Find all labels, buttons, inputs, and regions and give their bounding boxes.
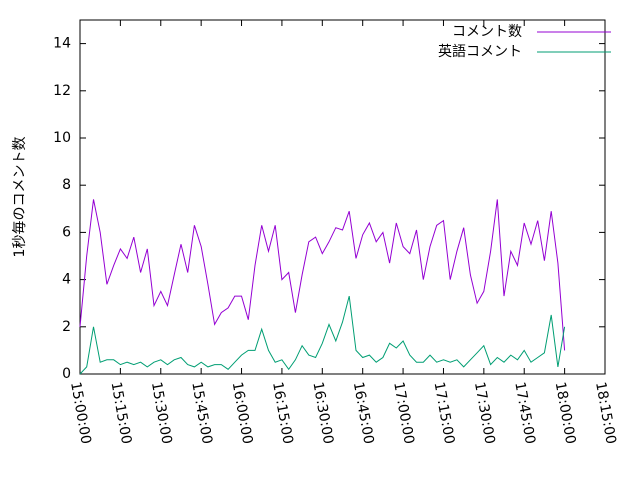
legend-label: 英語コメント [438, 43, 522, 60]
x-tick-label: 16:30:00 [309, 381, 336, 446]
y-tick-label: 0 [62, 366, 71, 382]
y-tick-label: 6 [62, 224, 71, 240]
x-tick-label: 15:00:00 [67, 381, 94, 446]
y-tick-label: 4 [62, 272, 71, 288]
x-tick-label: 16:00:00 [229, 381, 256, 446]
y-tick-label: 10 [53, 130, 71, 146]
x-tick-label: 17:00:00 [390, 381, 417, 446]
series-line [79, 199, 566, 351]
y-axis-label: 1秒毎のコメント数 [12, 137, 28, 258]
x-tick-label: 15:45:00 [188, 381, 215, 446]
x-tick-label: 17:30:00 [471, 381, 498, 446]
x-tick-label: 15:30:00 [148, 381, 175, 446]
x-tick-label: 18:15:00 [592, 381, 619, 446]
legend-label: コメント数 [452, 24, 522, 40]
series-line [79, 295, 566, 375]
y-tick-label: 2 [62, 319, 71, 335]
x-tick-label: 15:15:00 [108, 381, 135, 446]
x-tick-label: 16:15:00 [269, 381, 296, 446]
plot-border [79, 19, 606, 375]
y-tick-label: 12 [53, 83, 71, 99]
y-tick-label: 8 [62, 177, 71, 193]
x-tick-label: 18:00:00 [552, 381, 579, 446]
x-tick-label: 16:45:00 [350, 381, 377, 446]
x-tick-label: 17:15:00 [431, 381, 458, 446]
y-tick-label: 14 [53, 36, 71, 52]
x-tick-label: 17:45:00 [511, 381, 538, 446]
